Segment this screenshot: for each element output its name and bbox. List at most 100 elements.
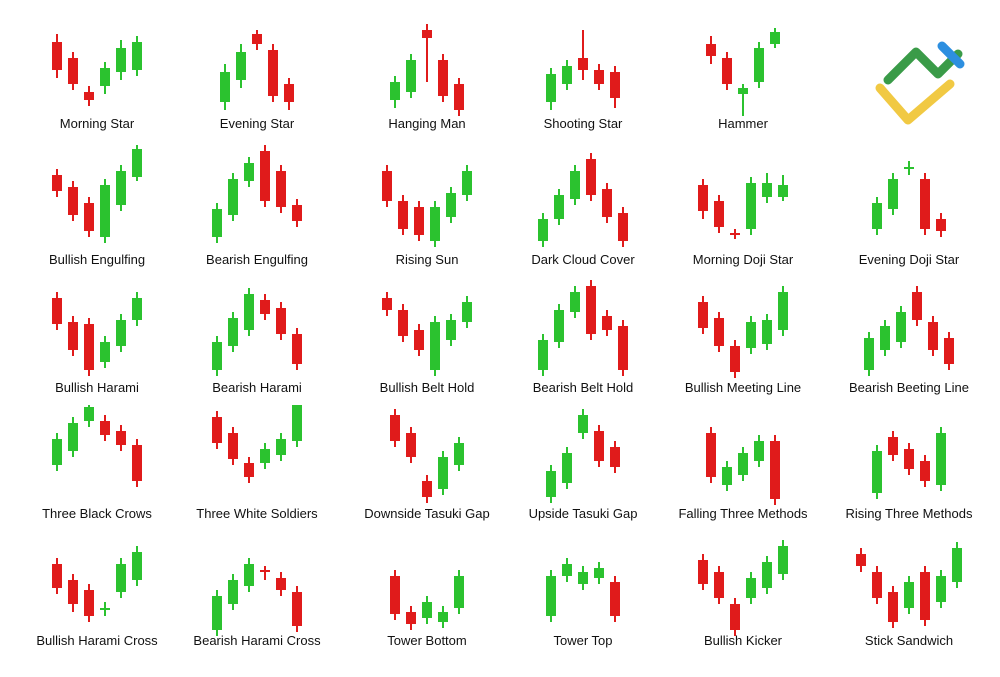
candle-body (438, 457, 448, 489)
bearish-candle (920, 173, 930, 235)
pattern-cell: Bullish Meeting Line (660, 280, 826, 410)
pattern-label: Falling Three Methods (678, 506, 808, 521)
candlestick-chart (698, 540, 788, 636)
bullish-candle (84, 405, 94, 427)
candlestick-chart (212, 405, 302, 483)
candle-body (454, 84, 464, 110)
bullish-candle (116, 314, 126, 352)
candle-body (778, 292, 788, 330)
candle-body (578, 415, 588, 433)
candle-body (698, 185, 708, 211)
bearish-candle (382, 165, 392, 207)
candle-body (414, 330, 424, 350)
litefinance-logo-icon (875, 41, 965, 125)
candle-body (856, 554, 866, 566)
bullish-candle (936, 427, 946, 491)
bullish-candle (244, 157, 254, 187)
candle-body (746, 322, 756, 348)
candle-body (100, 421, 110, 435)
bearish-candle (920, 566, 930, 626)
candle-body (52, 298, 62, 324)
candle-body (904, 582, 914, 608)
candle-body (116, 431, 126, 445)
candle-body (714, 201, 724, 227)
candle-body (554, 195, 564, 219)
pattern-cell: Morning Doji Star (660, 145, 826, 275)
candlestick-chart (220, 30, 294, 110)
pattern-label: Upside Tasuki Gap (528, 506, 638, 521)
bearish-candle (292, 199, 302, 227)
pattern-cell: Bullish Engulfing (14, 145, 180, 275)
pattern-cell: Shooting Star (500, 22, 666, 152)
candle-body (284, 84, 294, 102)
bearish-candle (260, 566, 270, 580)
candle-body (68, 580, 78, 604)
candle-body (228, 433, 238, 459)
bearish-candle (454, 78, 464, 116)
candle-body (132, 445, 142, 481)
candle-body (422, 30, 432, 38)
candle-body (292, 405, 302, 441)
bullish-candle (132, 292, 142, 326)
pattern-label: Hanging Man (388, 116, 466, 131)
candle-body (406, 612, 416, 624)
candle-body (778, 185, 788, 197)
bearish-candle (928, 316, 938, 356)
bullish-candle (722, 461, 732, 491)
pattern-label: Three Black Crows (42, 506, 152, 521)
pattern-label: Tower Top (553, 633, 613, 648)
candle-body (446, 320, 456, 340)
candle-body (864, 338, 874, 370)
candle-body (244, 564, 254, 586)
bearish-candle (920, 455, 930, 487)
candle-body (698, 302, 708, 328)
candle-body (896, 312, 906, 342)
bullish-candle (936, 570, 946, 608)
candle-body (52, 175, 62, 191)
candle-body (212, 209, 222, 237)
bearish-candle (714, 566, 724, 604)
bearish-candle (904, 443, 914, 475)
bullish-candle (438, 451, 448, 495)
pattern-cell: Falling Three Methods (660, 405, 826, 535)
candle-body (714, 572, 724, 598)
bullish-candle (100, 179, 110, 243)
candle-body (602, 316, 612, 330)
pattern-label: Morning Star (59, 116, 135, 131)
candle-body (586, 159, 596, 195)
bearish-candle (390, 570, 400, 620)
bullish-candle (212, 203, 222, 243)
bullish-candle (212, 336, 222, 376)
bullish-candle (896, 306, 906, 348)
candle-body (586, 286, 596, 334)
bullish-candle (562, 60, 572, 90)
candle-body (52, 42, 62, 70)
candle-body (730, 346, 740, 372)
pattern-cell: Bullish Harami Cross (14, 532, 180, 662)
bearish-candle (116, 425, 126, 451)
candle-body (276, 171, 286, 207)
bullish-candle (100, 336, 110, 368)
bullish-candle (454, 570, 464, 614)
candlestick-chart (546, 558, 620, 622)
pattern-cell: Upside Tasuki Gap (500, 405, 666, 535)
pattern-label: Morning Doji Star (692, 252, 794, 267)
candlestick-chart (864, 286, 954, 376)
bullish-candle (904, 161, 914, 175)
candle-body (594, 70, 604, 84)
candle-body (738, 88, 748, 94)
bearish-candle (586, 280, 596, 340)
bullish-candle (762, 314, 772, 350)
bullish-candle (430, 316, 440, 376)
bearish-candle (610, 66, 620, 108)
candle-body (904, 449, 914, 469)
pattern-cell: Rising Three Methods (826, 405, 992, 535)
candle-body (610, 447, 620, 467)
bearish-candle (276, 165, 286, 213)
candle-body (462, 171, 472, 195)
bullish-candle (430, 201, 440, 247)
bullish-candle (746, 572, 756, 604)
candle-body (398, 201, 408, 229)
candle-body (430, 207, 440, 241)
candlestick-chart (872, 161, 946, 237)
